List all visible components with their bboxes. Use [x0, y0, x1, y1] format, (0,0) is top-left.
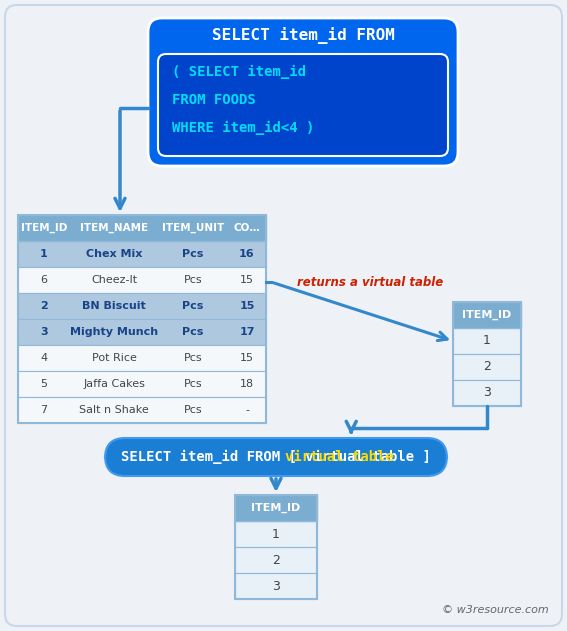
- Text: Salt n Shake: Salt n Shake: [79, 405, 149, 415]
- Bar: [18, 397, 266, 423]
- Bar: [453, 328, 521, 354]
- Text: 15: 15: [240, 353, 254, 363]
- Text: ( SELECT item_id: ( SELECT item_id: [172, 65, 306, 79]
- Text: BN Biscuit: BN Biscuit: [82, 301, 146, 311]
- Text: Jaffa Cakes: Jaffa Cakes: [83, 379, 145, 389]
- Text: 18: 18: [240, 379, 254, 389]
- Bar: [235, 573, 317, 599]
- Text: SELECT item_id FROM [ virtual table ]: SELECT item_id FROM [ virtual table ]: [121, 450, 431, 464]
- Text: CO…: CO…: [234, 223, 260, 233]
- FancyBboxPatch shape: [19, 321, 157, 343]
- FancyBboxPatch shape: [148, 18, 458, 166]
- Bar: [18, 319, 266, 345]
- Text: 3: 3: [272, 579, 280, 593]
- Bar: [235, 495, 317, 521]
- Text: 5: 5: [40, 379, 48, 389]
- Text: Pcs: Pcs: [184, 405, 202, 415]
- Text: Pcs: Pcs: [183, 327, 204, 337]
- Text: ITEM_UNIT: ITEM_UNIT: [162, 223, 224, 233]
- Text: Mighty Munch: Mighty Munch: [70, 327, 158, 337]
- Text: 17: 17: [239, 327, 255, 337]
- Text: 15: 15: [239, 301, 255, 311]
- Text: 7: 7: [40, 405, 48, 415]
- Text: 16: 16: [239, 249, 255, 259]
- Text: © w3resource.com: © w3resource.com: [442, 605, 549, 615]
- Text: 6: 6: [40, 275, 48, 285]
- Text: ITEM_ID: ITEM_ID: [251, 503, 301, 513]
- Text: SELECT item_id FROM: SELECT item_id FROM: [211, 28, 395, 45]
- Text: 15: 15: [240, 275, 254, 285]
- FancyBboxPatch shape: [19, 243, 157, 265]
- FancyBboxPatch shape: [158, 54, 448, 156]
- Text: ITEM_NAME: ITEM_NAME: [80, 223, 148, 233]
- Bar: [18, 293, 266, 319]
- Text: Pcs: Pcs: [184, 353, 202, 363]
- Bar: [453, 354, 521, 380]
- Text: 1: 1: [483, 334, 491, 348]
- Text: FROM FOODS: FROM FOODS: [172, 93, 256, 107]
- Bar: [453, 380, 521, 406]
- Text: ITEM_ID: ITEM_ID: [21, 223, 67, 233]
- Text: virtual table: virtual table: [285, 450, 393, 464]
- Text: 2: 2: [40, 301, 48, 311]
- Text: Pcs: Pcs: [184, 275, 202, 285]
- Text: Pcs: Pcs: [183, 301, 204, 311]
- Bar: [18, 215, 266, 423]
- Bar: [18, 371, 266, 397]
- Text: 1: 1: [40, 249, 48, 259]
- Text: Cheez-It: Cheez-It: [91, 275, 137, 285]
- Bar: [18, 241, 266, 267]
- Text: 3: 3: [40, 327, 48, 337]
- Text: 4: 4: [40, 353, 48, 363]
- Text: -: -: [245, 405, 249, 415]
- Text: Pcs: Pcs: [183, 249, 204, 259]
- Bar: [18, 267, 266, 293]
- Text: ITEM_ID: ITEM_ID: [462, 310, 511, 320]
- Bar: [18, 345, 266, 371]
- Bar: [235, 521, 317, 547]
- Bar: [235, 495, 317, 599]
- Bar: [453, 302, 521, 406]
- Text: 2: 2: [483, 360, 491, 374]
- Text: Pot Rice: Pot Rice: [91, 353, 137, 363]
- Text: Pcs: Pcs: [184, 379, 202, 389]
- Text: returns a virtual table: returns a virtual table: [297, 276, 443, 288]
- Bar: [453, 302, 521, 328]
- Text: Chex Mix: Chex Mix: [86, 249, 142, 259]
- FancyBboxPatch shape: [19, 295, 157, 317]
- Text: 1: 1: [272, 528, 280, 541]
- Text: 2: 2: [272, 553, 280, 567]
- Bar: [235, 547, 317, 573]
- Text: 3: 3: [483, 387, 491, 399]
- FancyBboxPatch shape: [105, 438, 447, 476]
- Text: WHERE item_id<4 ): WHERE item_id<4 ): [172, 121, 314, 135]
- Bar: [18, 215, 266, 241]
